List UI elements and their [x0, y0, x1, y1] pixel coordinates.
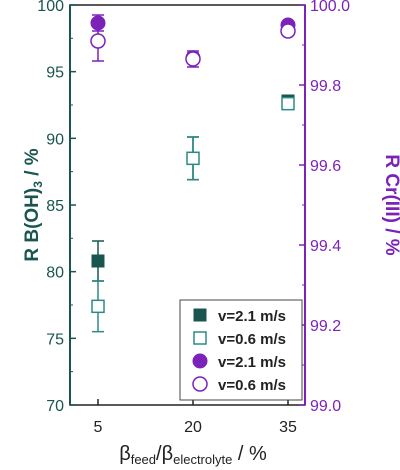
y-left-tick-label: 80 — [46, 265, 64, 282]
x-tick-label: 35 — [279, 419, 297, 436]
legend-label: v=0.6 m/s — [218, 331, 286, 348]
data-point-marker — [91, 254, 105, 268]
y-left-tick-label: 70 — [46, 398, 64, 415]
series-3 — [90, 20, 296, 68]
legend-entry: v=0.6 m/s — [193, 331, 286, 348]
x-tick-label: 20 — [184, 419, 202, 436]
legend-entry: v=2.1 m/s — [192, 353, 286, 371]
y-left-tick-label: 75 — [46, 331, 64, 348]
x-tick-label: 5 — [94, 419, 103, 436]
series-1 — [91, 96, 295, 333]
y-left-tick-label: 85 — [46, 198, 64, 215]
y-left-tick-label: 100 — [37, 0, 64, 15]
data-point-marker — [280, 23, 296, 39]
y-right-tick-label: 99.0 — [310, 398, 341, 415]
y-left-tick-label: 90 — [46, 131, 64, 148]
data-point-marker — [185, 51, 201, 67]
data-marks — [90, 14, 296, 333]
legend: v=2.1 m/s v=0.6 m/s v=2.1 m/s v=0.6 m/s — [179, 299, 303, 401]
y-left-tick-label: 95 — [46, 65, 64, 82]
legend-marker — [192, 353, 208, 369]
y-right-tick-label: 99.6 — [310, 158, 341, 175]
legend-entry: v=0.6 m/s — [192, 376, 286, 394]
legend-marker — [193, 308, 207, 322]
y-axis-label-right: R Cr(III) / % — [381, 154, 400, 255]
data-point-marker — [186, 151, 200, 166]
data-point-marker — [91, 299, 105, 314]
legend-label: v=2.1 m/s — [218, 354, 286, 371]
data-point-marker — [90, 33, 106, 49]
legend-marker — [193, 331, 207, 345]
y-axis-label-left: R B(OH)3 / % — [22, 148, 45, 261]
legend-marker — [192, 376, 208, 392]
ticks: 70 75 80 85 90 95 100 99.0 99.2 99.4 99.6 99.8 100.0… — [37, 0, 350, 436]
series-0 — [91, 94, 295, 282]
y-right-tick-label: 100.0 — [310, 0, 350, 15]
legend-label: v=2.1 m/s — [218, 308, 286, 325]
legend-label: v=0.6 m/s — [218, 377, 286, 394]
y-right-tick-label: 99.4 — [310, 238, 341, 255]
data-point-marker — [281, 96, 295, 111]
legend-entry: v=2.1 m/s — [193, 308, 286, 325]
y-right-tick-label: 99.8 — [310, 78, 341, 95]
y-right-tick-label: 99.2 — [310, 318, 341, 335]
x-axis-label: βfeed/βelectrolyte / % — [119, 443, 267, 467]
